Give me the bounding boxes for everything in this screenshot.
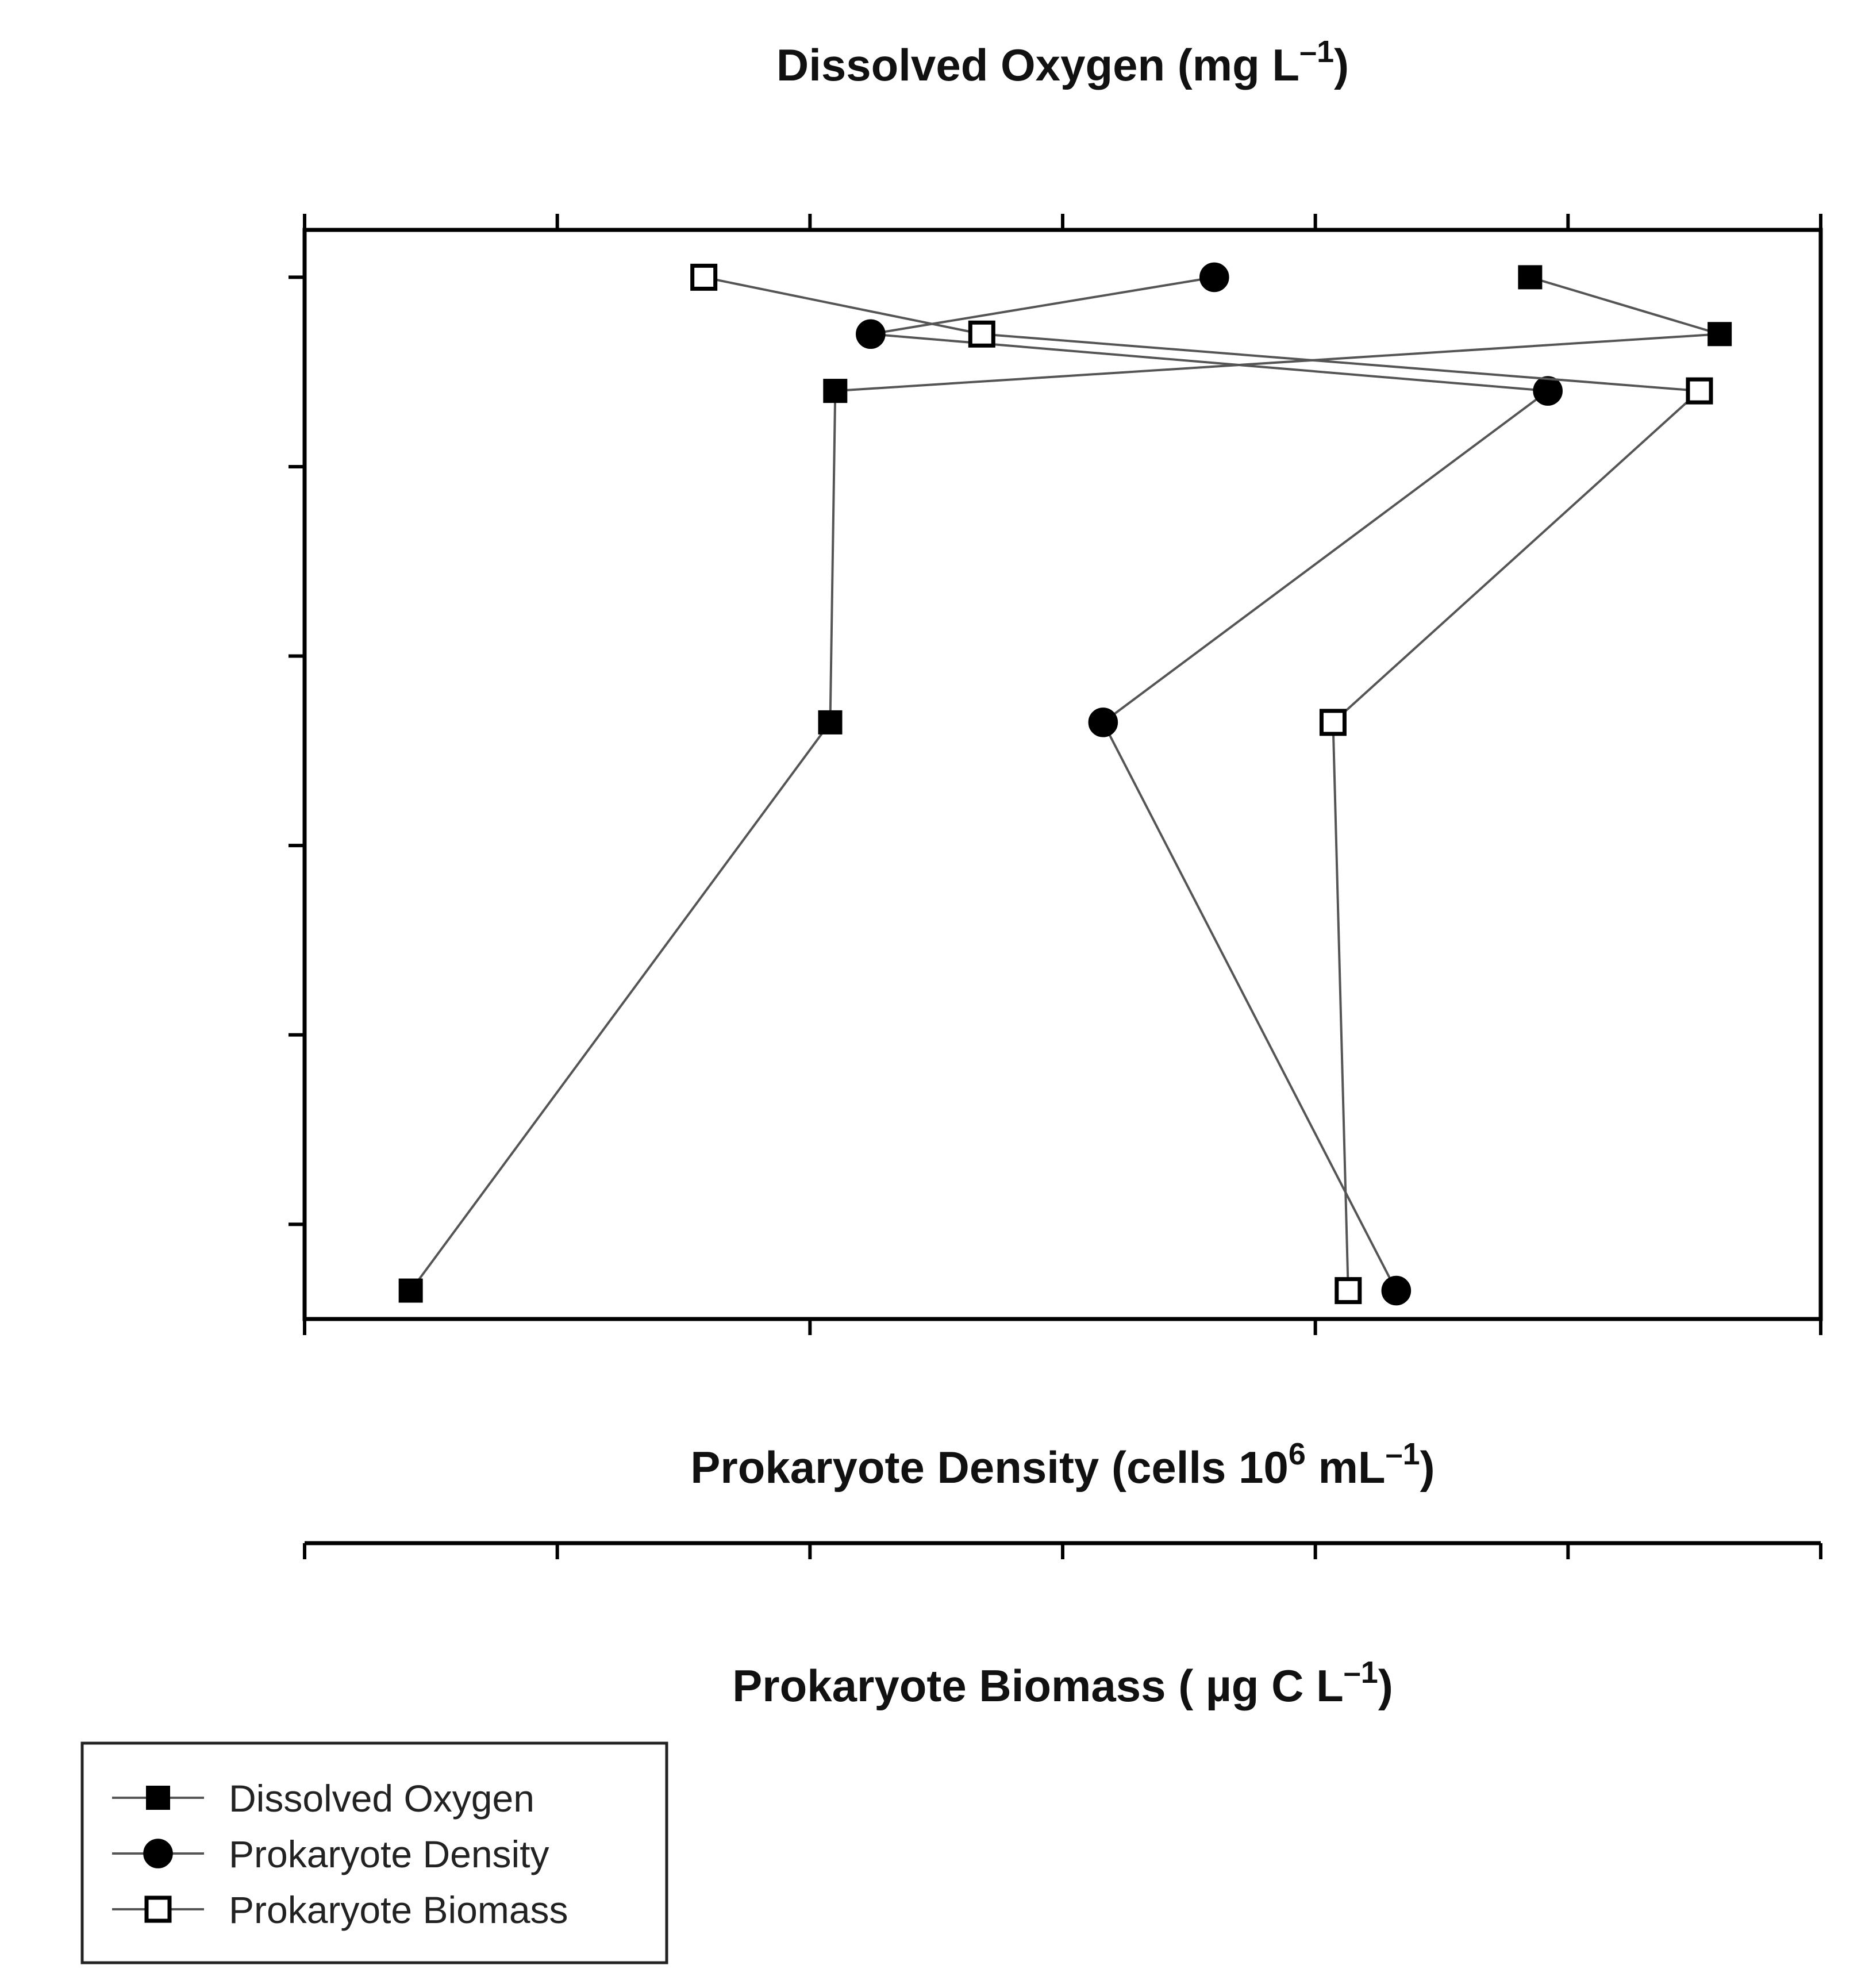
axes-group: Dissolved Oxygen (mg L–1)Prokaryote Dens… <box>289 34 1822 1711</box>
data-point <box>1708 322 1732 347</box>
data-point <box>1319 709 1347 736</box>
top-x-axis-title-end: ) <box>1334 40 1349 90</box>
top-x-axis-title-main: Dissolved Oxygen (mg L <box>776 40 1299 90</box>
bottom-x-axis-title-main: Prokaryote Density (cells 10 <box>690 1442 1289 1493</box>
data-point <box>1088 707 1118 737</box>
series-prokaryote-biomass <box>690 263 1713 1305</box>
legend-label: Prokaryote Density <box>229 1833 549 1875</box>
data-point <box>968 320 995 348</box>
series-line <box>870 276 1551 1291</box>
legend-label: Prokaryote Biomass <box>229 1889 568 1931</box>
biomass-x-axis-title-sup: –1 <box>1344 1655 1378 1690</box>
plot-frame-group <box>302 228 1823 1321</box>
biomass-x-axis-title-main: Prokaryote Biomass ( µg C L <box>732 1660 1344 1711</box>
data-point <box>398 1278 423 1303</box>
data-point <box>1686 377 1713 405</box>
bottom-x-axis-title: Prokaryote Density (cells 106 mL–1) <box>690 1437 1435 1493</box>
bottom-x-axis-title-sup: 6 <box>1289 1437 1306 1471</box>
data-point <box>1335 1277 1362 1305</box>
bottom-x-axis-title-end: ) <box>1420 1442 1435 1493</box>
data-point <box>1533 376 1563 406</box>
bottom-x-axis-title-sup2: –1 <box>1386 1437 1420 1471</box>
legend-marker <box>146 1786 170 1810</box>
bottom-x-axis-title-mid: mL <box>1306 1442 1386 1493</box>
legend-marker <box>143 1839 173 1868</box>
series-prokaryote-density <box>856 262 1563 1306</box>
data-point <box>1199 262 1229 293</box>
legend-label: Dissolved Oxygen <box>229 1777 534 1820</box>
plot-frame <box>302 228 1823 1321</box>
legend-marker <box>144 1895 172 1923</box>
top-x-axis-title-sup: –1 <box>1299 34 1334 69</box>
series-line <box>703 276 1702 1291</box>
series-line <box>410 276 1720 1291</box>
data-point <box>690 263 718 291</box>
legend: Dissolved Oxygen Prokaryote Density Prokar… <box>80 1741 668 1964</box>
data-point <box>856 319 886 349</box>
data-point <box>818 710 843 735</box>
series-group <box>398 262 1732 1306</box>
biomass-x-axis-title: Prokaryote Biomass ( µg C L–1) <box>732 1655 1393 1711</box>
data-point <box>1518 265 1543 290</box>
top-x-axis-title: Dissolved Oxygen (mg L–1) <box>776 34 1349 90</box>
biomass-x-axis-title-end: ) <box>1378 1660 1393 1711</box>
series-dissolved-oxygen <box>398 265 1732 1303</box>
data-point <box>1381 1275 1412 1306</box>
data-point <box>823 379 848 403</box>
